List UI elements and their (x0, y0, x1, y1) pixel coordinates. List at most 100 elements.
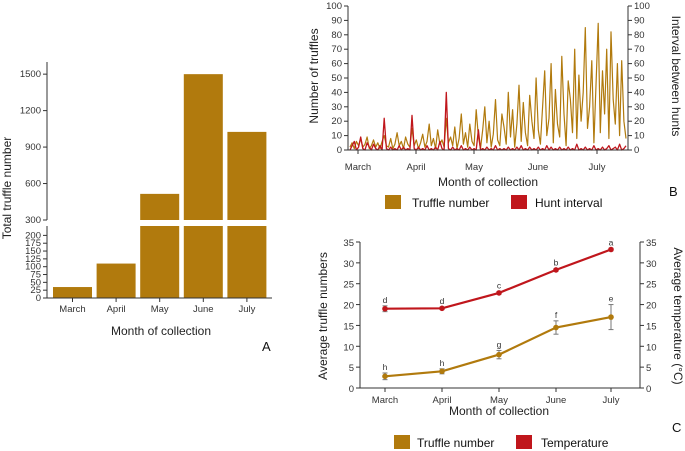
y-tick-label: 25 (30, 285, 41, 296)
y2-tick-label: 0 (634, 145, 639, 156)
y-tick-label: 100 (25, 262, 41, 273)
significance-letter: f (555, 310, 558, 320)
y2-tick-label: 80 (634, 30, 645, 41)
y-tick-label: 100 (326, 1, 342, 12)
y-tick-label: 40 (331, 87, 342, 98)
data-point (439, 305, 445, 312)
x-tick-label: March (372, 395, 398, 406)
panel-c-y2label: Average temperature (°C) (671, 247, 685, 384)
y2-tick-label: 10 (634, 131, 645, 142)
y2-tick-label: 50 (634, 73, 645, 84)
data-point (608, 246, 614, 253)
y2-tick-label: 15 (646, 321, 657, 332)
y2-tick-label: 10 (646, 342, 657, 353)
significance-letter: e (609, 294, 614, 304)
panel-b-ylabel: Number of truffles (307, 28, 321, 123)
significance-letter: h (440, 358, 445, 368)
significance-letter: h (383, 362, 388, 372)
data-point (382, 305, 388, 312)
y2-tick-label: 25 (646, 280, 657, 291)
legend-swatch-hunt (511, 195, 527, 209)
y2-tick-label: 5 (646, 363, 651, 374)
y-tick-label: 80 (331, 30, 342, 41)
y2-tick-label: 90 (634, 15, 645, 26)
panel-c-chart: Average truffle numbers Average temperat… (316, 237, 685, 450)
bar (183, 226, 223, 298)
temperature-mean-line (384, 248, 612, 310)
y2-tick-label: 35 (646, 238, 657, 249)
x-tick-label: June (193, 304, 214, 315)
y-tick-label: 300 (25, 215, 41, 226)
y-tick-label: 20 (331, 116, 342, 127)
y2-tick-label: 60 (634, 59, 645, 70)
x-tick-label: April (107, 304, 126, 315)
y-tick-label: 175 (25, 238, 41, 249)
panel-c-legend: Truffle number Temperature (394, 435, 609, 450)
y-tick-label: 90 (331, 15, 342, 26)
legend-swatch-temperature (516, 435, 532, 449)
x-tick-label: June (546, 395, 567, 406)
y-tick-label: 10 (343, 342, 354, 353)
x-tick-label: April (406, 162, 425, 173)
x-tick-label: July (603, 395, 620, 406)
x-tick-label: July (238, 304, 255, 315)
hunt-interval-line (349, 91, 627, 151)
panel-c-label: C (672, 420, 681, 435)
significance-letter: a (609, 237, 614, 247)
y-tick-label: 50 (331, 73, 342, 84)
x-tick-label: May (490, 395, 508, 406)
panel-b-xlabel: Month of collection (438, 175, 538, 189)
data-point (496, 351, 502, 358)
bar (227, 226, 267, 298)
x-tick-label: April (432, 395, 451, 406)
legend-label-truffle-c: Truffle number (417, 436, 494, 450)
data-point (439, 368, 445, 375)
legend-label-truffle: Truffle number (412, 196, 489, 210)
data-point (496, 290, 502, 296)
bar (140, 226, 180, 298)
y-tick-label: 150 (25, 246, 41, 257)
y2-tick-label: 100 (634, 1, 650, 12)
bar (96, 263, 136, 298)
bar (140, 193, 180, 220)
panel-c-ylabel: Average truffle numbers (316, 252, 330, 380)
y-tick-label: 30 (331, 102, 342, 113)
panel-b-y2label: Interval between hunts (669, 16, 683, 137)
y2-tick-label: 40 (634, 87, 645, 98)
significance-letter: c (497, 281, 502, 291)
data-point (553, 267, 559, 273)
y2-tick-label: 0 (646, 384, 651, 395)
y2-tick-label: 20 (634, 116, 645, 127)
x-tick-label: May (151, 304, 169, 315)
panel-a-ylabel: Total truffle number (0, 137, 14, 240)
y-tick-label: 5 (349, 363, 354, 374)
y-tick-label: 70 (331, 44, 342, 55)
x-tick-label: May (465, 162, 483, 173)
y-tick-label: 10 (331, 131, 342, 142)
y-tick-label: 50 (30, 277, 41, 288)
y-tick-label: 0 (349, 384, 354, 395)
y-tick-label: 60 (331, 59, 342, 70)
y-tick-label: 0 (36, 293, 41, 304)
panel-a-label: A (262, 339, 271, 354)
y-tick-label: 1200 (20, 106, 41, 117)
legend-label-temperature: Temperature (541, 436, 609, 450)
y-tick-label: 1500 (20, 69, 41, 80)
significance-letter: d (383, 295, 388, 305)
x-tick-label: June (528, 162, 549, 173)
significance-letter: d (440, 296, 445, 306)
y-tick-label: 35 (343, 238, 354, 249)
panel-a-chart: Total truffle number Month of collection… (0, 62, 272, 354)
x-tick-label: March (59, 304, 85, 315)
y-tick-label: 0 (337, 145, 342, 156)
x-tick-label: July (589, 162, 606, 173)
y-tick-label: 20 (343, 301, 354, 312)
significance-letter: g (497, 339, 502, 349)
legend-swatch-truffle-c (394, 435, 410, 449)
y-tick-label: 30 (343, 259, 354, 270)
y2-tick-label: 30 (646, 259, 657, 270)
y-tick-label: 200 (25, 230, 41, 241)
y2-tick-label: 20 (646, 301, 657, 312)
legend-swatch-truffle (385, 195, 401, 209)
